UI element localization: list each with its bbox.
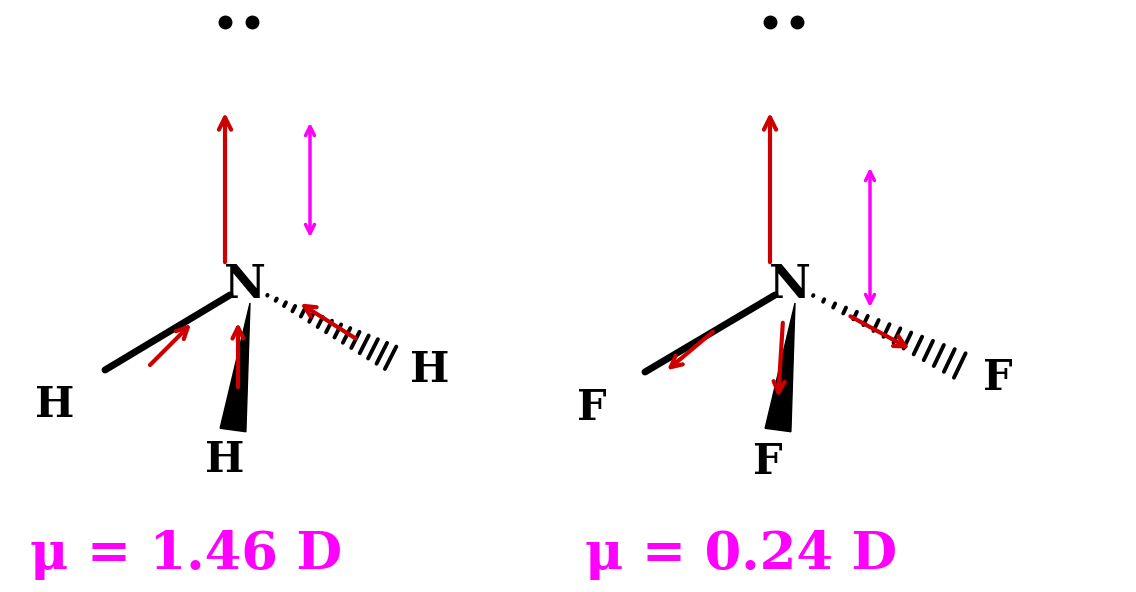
Text: H: H bbox=[35, 384, 75, 426]
Text: F: F bbox=[577, 387, 607, 429]
Text: N: N bbox=[769, 262, 811, 308]
Text: μ = 1.46 D: μ = 1.46 D bbox=[30, 529, 342, 581]
Text: F: F bbox=[753, 441, 783, 483]
Text: μ = 0.24 D: μ = 0.24 D bbox=[585, 529, 897, 581]
Polygon shape bbox=[766, 303, 795, 432]
Text: H: H bbox=[206, 439, 244, 481]
Text: N: N bbox=[224, 262, 266, 308]
Text: H: H bbox=[410, 349, 450, 391]
Polygon shape bbox=[220, 303, 250, 432]
Text: F: F bbox=[984, 357, 1013, 399]
